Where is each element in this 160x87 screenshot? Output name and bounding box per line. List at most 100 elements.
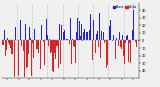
Bar	[20, 20, 21, 40]
Bar	[64, 29, 65, 40]
Bar	[33, 40, 34, 58]
Bar	[9, 40, 10, 45]
Bar	[103, 32, 104, 40]
Bar	[74, 40, 75, 47]
Bar	[6, 40, 7, 50]
Bar	[52, 40, 53, 71]
Bar	[127, 35, 128, 40]
Bar	[24, 40, 25, 77]
Bar	[75, 40, 76, 63]
Bar	[107, 40, 108, 65]
Legend: Above, Below: Above, Below	[112, 4, 138, 10]
Bar	[90, 14, 91, 40]
Bar	[34, 29, 35, 40]
Bar	[43, 40, 44, 42]
Bar	[58, 40, 59, 68]
Bar	[31, 40, 32, 76]
Bar	[72, 39, 73, 40]
Bar	[77, 18, 78, 40]
Bar	[93, 20, 94, 40]
Bar	[56, 40, 57, 46]
Bar	[116, 38, 117, 40]
Bar	[26, 40, 27, 68]
Bar	[89, 30, 90, 40]
Bar	[21, 40, 22, 46]
Bar	[98, 40, 99, 47]
Bar	[86, 32, 87, 40]
Bar	[37, 40, 38, 49]
Bar	[84, 29, 85, 40]
Bar	[54, 40, 55, 53]
Bar	[63, 32, 64, 40]
Bar	[138, 40, 139, 41]
Bar	[30, 38, 31, 40]
Bar	[112, 40, 113, 41]
Bar	[15, 27, 16, 40]
Bar	[46, 19, 47, 40]
Bar	[1, 19, 2, 40]
Bar	[67, 39, 68, 40]
Bar	[47, 35, 48, 40]
Bar	[3, 40, 4, 45]
Bar	[39, 40, 40, 61]
Bar	[61, 25, 62, 40]
Bar	[71, 40, 72, 64]
Bar	[81, 24, 82, 40]
Bar	[91, 39, 92, 40]
Bar	[40, 40, 41, 69]
Bar	[133, 4, 134, 40]
Bar	[129, 40, 130, 43]
Bar	[87, 33, 88, 40]
Bar	[53, 40, 54, 72]
Bar	[128, 40, 129, 62]
Bar	[38, 40, 39, 53]
Bar	[29, 27, 30, 40]
Bar	[110, 20, 111, 40]
Bar	[11, 40, 12, 54]
Bar	[136, 40, 137, 47]
Bar	[113, 35, 114, 40]
Bar	[68, 40, 69, 57]
Bar	[36, 40, 37, 49]
Bar	[119, 32, 120, 40]
Bar	[105, 40, 106, 41]
Bar	[101, 31, 102, 40]
Bar	[121, 40, 122, 49]
Bar	[13, 40, 14, 73]
Bar	[94, 12, 95, 40]
Bar	[69, 40, 70, 44]
Bar	[118, 40, 119, 46]
Bar	[78, 39, 79, 40]
Bar	[130, 40, 131, 63]
Bar	[49, 39, 50, 40]
Bar	[115, 40, 116, 60]
Bar	[85, 35, 86, 40]
Bar	[19, 15, 20, 40]
Bar	[16, 36, 17, 40]
Bar	[124, 40, 125, 64]
Bar	[95, 40, 96, 53]
Bar	[92, 40, 93, 60]
Bar	[132, 30, 133, 40]
Bar	[109, 26, 110, 40]
Bar	[83, 32, 84, 40]
Bar	[41, 25, 42, 40]
Bar	[131, 40, 132, 59]
Bar	[4, 30, 5, 40]
Bar	[22, 40, 23, 54]
Bar	[106, 40, 107, 68]
Bar	[108, 22, 109, 40]
Bar	[23, 40, 24, 51]
Bar	[66, 39, 67, 40]
Bar	[12, 40, 13, 54]
Bar	[76, 32, 77, 40]
Bar	[57, 40, 58, 46]
Bar	[123, 40, 124, 56]
Bar	[96, 34, 97, 40]
Bar	[60, 40, 61, 64]
Bar	[104, 40, 105, 43]
Bar	[2, 40, 3, 45]
Bar	[125, 40, 126, 43]
Bar	[50, 40, 51, 53]
Bar	[70, 18, 71, 40]
